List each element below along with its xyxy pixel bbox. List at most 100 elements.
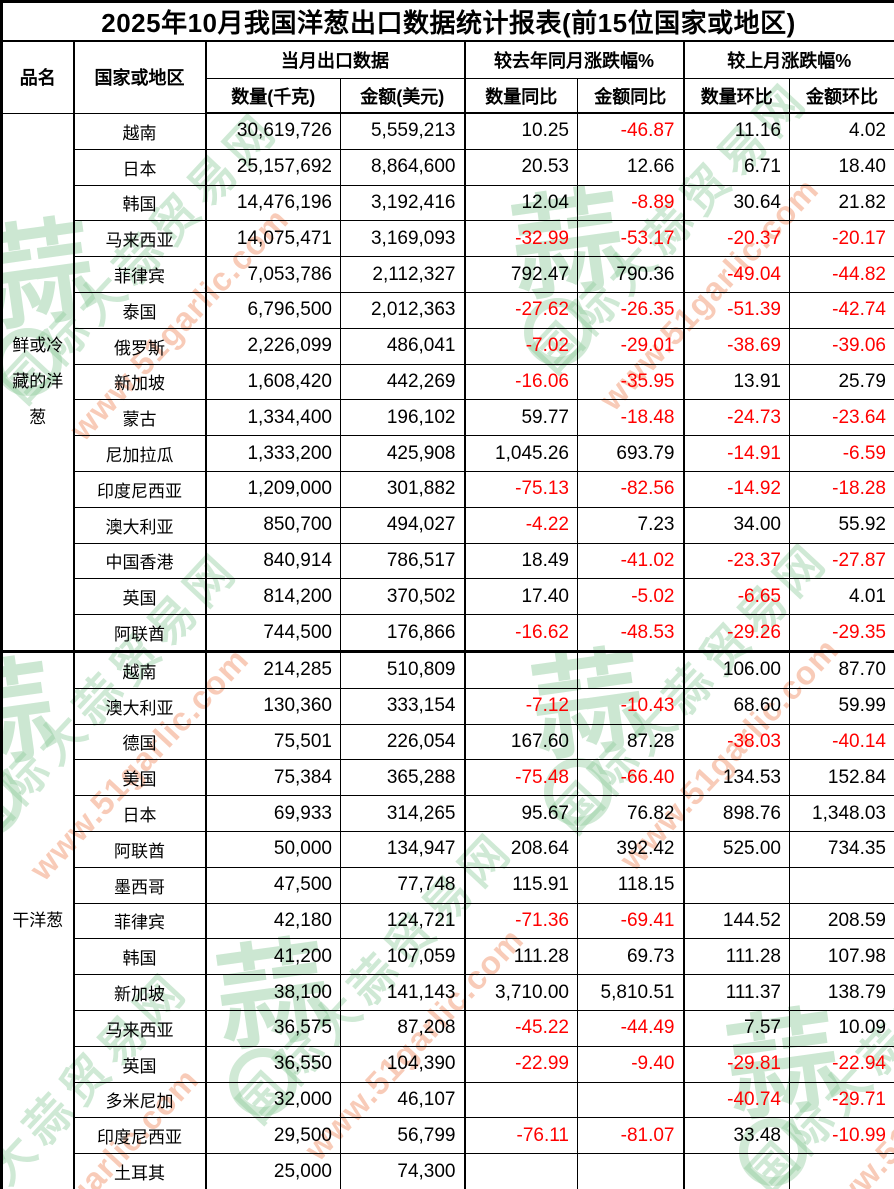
country-cell: 马来西亚 (73, 220, 207, 258)
amount-yoy-cell: -9.40 (577, 1045, 685, 1083)
amount-mom-cell (789, 1153, 894, 1189)
country-cell: 菲律宾 (73, 902, 207, 940)
amount-mom-cell: 59.99 (789, 687, 894, 725)
amount-cell: 87,208 (340, 1009, 466, 1047)
quantity-yoy-cell (464, 1081, 578, 1119)
amount-cell: 107,059 (340, 938, 466, 976)
amount-cell: 365,288 (340, 759, 466, 797)
amount-yoy-cell: -29.01 (577, 327, 685, 365)
amount-cell: 442,269 (340, 363, 466, 401)
table-row: 印度尼西亚 29,500 56,799 -76.11 -81.07 33.48 -10.99 (2, 1117, 894, 1155)
quantity-yoy-cell: 95.67 (464, 795, 578, 832)
amount-yoy-cell: -81.07 (577, 1117, 685, 1155)
quantity-cell: 6,796,500 (205, 291, 341, 329)
quantity-mom-cell: 106.00 (683, 649, 790, 689)
table-row: 土耳其 25,000 74,300 (2, 1153, 894, 1189)
table-row: 德国 75,501 226,054 167.60 87.28 -38.03 -40.14 (2, 723, 894, 761)
quantity-yoy-cell: 208.64 (464, 830, 578, 868)
quantity-mom-cell: 6.71 (683, 148, 790, 186)
amount-yoy-cell: 392.42 (577, 830, 685, 868)
amount-mom-cell: -20.17 (789, 220, 894, 258)
amount-yoy-cell: -5.02 (577, 578, 685, 616)
amount-cell: 494,027 (340, 506, 466, 544)
country-cell: 德国 (73, 723, 207, 761)
quantity-yoy-cell: 1,045.26 (464, 435, 578, 472)
col-header-quantity-mom: 数量环比 (683, 78, 790, 114)
quantity-cell: 850,700 (205, 506, 341, 544)
amount-yoy-cell: 87.28 (577, 723, 685, 761)
table-row: 马来西亚 14,075,471 3,169,093 -32.99 -53.17 -20.3… (2, 220, 894, 258)
table-row: 美国 75,384 365,288 -75.48 -66.40 134.53 152.84 (2, 759, 894, 797)
country-cell: 越南 (73, 112, 207, 150)
table-row: 英国 814,200 370,502 17.40 -5.02 -6.65 4.01 (2, 578, 894, 616)
quantity-yoy-cell: 10.25 (464, 112, 578, 150)
quantity-mom-cell: -6.65 (683, 578, 790, 616)
country-cell: 阿联酋 (73, 614, 207, 652)
quantity-cell: 42,180 (205, 902, 341, 940)
amount-cell: 196,102 (340, 399, 466, 437)
amount-cell: 141,143 (340, 974, 466, 1011)
quantity-cell: 25,157,692 (205, 148, 341, 186)
quantity-cell: 1,209,000 (205, 470, 341, 508)
amount-yoy-cell (577, 649, 685, 689)
col-header-quantity: 数量(千克) (205, 78, 341, 114)
amount-mom-cell: 107.98 (789, 938, 894, 976)
quantity-mom-cell: -24.73 (683, 399, 790, 437)
amount-yoy-cell: -18.48 (577, 399, 685, 437)
amount-mom-cell: -44.82 (789, 256, 894, 293)
country-cell: 日本 (73, 795, 207, 832)
quantity-mom-cell: -20.37 (683, 220, 790, 258)
table-row: 多米尼加 32,000 46,107 -40.74 -29.71 (2, 1081, 894, 1119)
country-cell: 韩国 (73, 938, 207, 976)
amount-yoy-cell: 693.79 (577, 435, 685, 472)
table-row: 澳大利亚 850,700 494,027 -4.22 7.23 34.00 55.92 (2, 506, 894, 544)
quantity-cell: 69,933 (205, 795, 341, 832)
quantity-cell: 25,000 (205, 1153, 341, 1189)
amount-mom-cell: -23.64 (789, 399, 894, 437)
amount-mom-cell (789, 866, 894, 904)
quantity-cell: 30,619,726 (205, 112, 341, 150)
amount-mom-cell: 10.09 (789, 1009, 894, 1047)
amount-cell: 301,882 (340, 470, 466, 508)
quantity-mom-cell: 898.76 (683, 795, 790, 832)
amount-mom-cell: 55.92 (789, 506, 894, 544)
amount-yoy-cell: 12.66 (577, 148, 685, 186)
table-row: 菲律宾 7,053,786 2,112,327 792.47 790.36 -49.04-… (2, 256, 894, 293)
amount-yoy-cell: 76.82 (577, 795, 685, 832)
quantity-yoy-cell (464, 1153, 578, 1189)
quantity-yoy-cell: 3,710.00 (464, 974, 578, 1011)
quantity-cell: 41,200 (205, 938, 341, 976)
quantity-mom-cell: -49.04 (683, 256, 790, 293)
quantity-cell: 1,608,420 (205, 363, 341, 401)
amount-cell: 314,265 (340, 795, 466, 832)
country-cell: 菲律宾 (73, 256, 207, 293)
col-header-country: 国家或地区 (73, 40, 207, 114)
country-cell: 越南 (73, 649, 207, 689)
quantity-cell: 1,333,200 (205, 435, 341, 472)
col-group-mom: 较上月涨跌幅% (683, 40, 894, 79)
quantity-mom-cell: -38.03 (683, 723, 790, 761)
amount-mom-cell: -18.28 (789, 470, 894, 508)
country-cell: 蒙古 (73, 399, 207, 437)
table-row: 日本 69,933 314,265 95.67 76.82 898.76 1,348.03 (2, 795, 894, 832)
col-group-yoy: 较去年同月涨跌幅% (464, 40, 685, 79)
amount-yoy-cell: -10.43 (577, 687, 685, 725)
quantity-cell: 36,575 (205, 1009, 341, 1047)
quantity-yoy-cell: -22.99 (464, 1045, 578, 1083)
country-cell: 英国 (73, 1045, 207, 1083)
quantity-cell: 36,550 (205, 1045, 341, 1083)
quantity-cell: 47,500 (205, 866, 341, 904)
country-cell: 新加坡 (73, 974, 207, 1011)
amount-cell: 77,748 (340, 866, 466, 904)
amount-yoy-cell: 790.36 (577, 256, 685, 293)
amount-mom-cell: 4.01 (789, 578, 894, 616)
amount-mom-cell: -6.59 (789, 435, 894, 472)
table-row: 鲜或冷藏的洋葱 越南 30,619,726 5,559,213 10.25 -46.87 1… (1, 112, 894, 652)
quantity-yoy-cell: -75.13 (464, 470, 578, 508)
country-cell: 日本 (73, 148, 207, 186)
quantity-mom-cell: 34.00 (683, 506, 790, 544)
country-cell: 马来西亚 (73, 1009, 207, 1047)
amount-yoy-cell: 118.15 (577, 866, 685, 904)
amount-mom-cell: 208.59 (789, 902, 894, 940)
amount-cell: 176,866 (340, 614, 466, 652)
